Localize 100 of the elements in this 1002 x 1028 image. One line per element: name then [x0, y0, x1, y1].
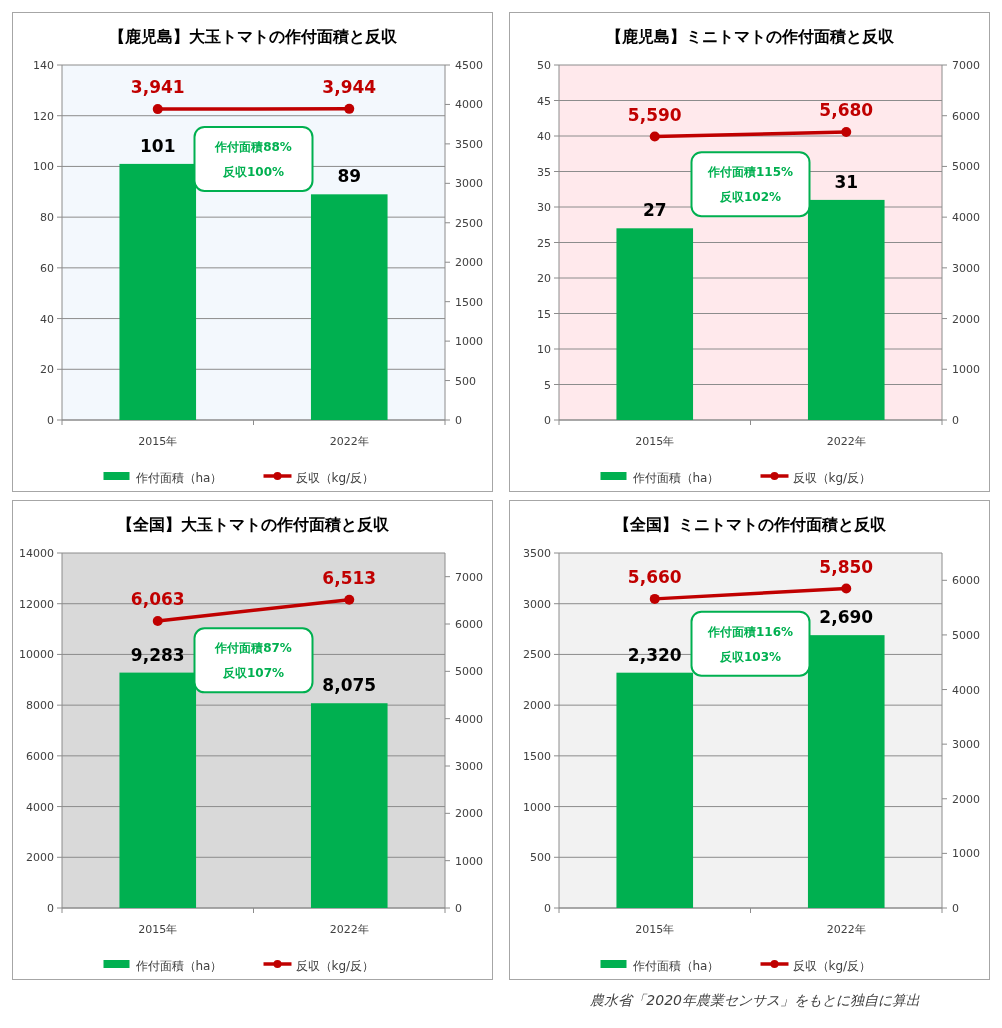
y-tick-label: 15 [537, 307, 551, 321]
y-tick-label: 100 [33, 160, 54, 174]
y-tick-label: 20 [40, 363, 54, 377]
y-tick-label: 3000 [523, 597, 551, 611]
chart-title: 【全国】ミニトマトの作付面積と反収 [613, 515, 887, 534]
y-tick-label: 120 [33, 109, 54, 123]
annotation: 反収107% [221, 666, 285, 681]
y-tick-label: 40 [40, 312, 54, 326]
y-tick-label: 25 [537, 236, 551, 250]
legend-label: 反収（kg/反） [792, 959, 872, 973]
data-label: 27 [642, 200, 667, 221]
y2-tick-label: 1500 [455, 295, 483, 309]
data-label: 5,680 [819, 99, 874, 120]
data-label: 9,283 [130, 644, 185, 665]
y2-tick-label: 3000 [952, 738, 980, 752]
data-label: 3,941 [130, 77, 185, 98]
y2-tick-label: 7000 [952, 59, 980, 72]
annotation: 反収102% [718, 190, 782, 205]
data-label: 31 [834, 171, 859, 192]
y-tick-label: 2500 [523, 648, 551, 662]
legend-label: 作付面積（ha） [134, 471, 223, 485]
y-tick-label: 30 [537, 201, 551, 214]
y2-tick-label: 2000 [952, 312, 980, 326]
x-tick-label: 2015年 [635, 435, 675, 448]
picture-callout: 作付面積88% 反収100% [193, 126, 314, 192]
data-label: 2,320 [627, 644, 682, 665]
x-tick-label: 2022年 [826, 435, 866, 448]
y2-tick-label: 4500 [455, 59, 483, 72]
y2-tick-label: 3000 [455, 760, 483, 773]
y-tick-label: 20 [537, 272, 551, 285]
y2-tick-label: 0 [952, 414, 959, 427]
y-tick-label: 0 [544, 414, 551, 427]
data-label: 2,690 [819, 607, 874, 628]
y-tick-label: 12000 [19, 597, 54, 611]
legend-label: 作付面積（ha） [631, 471, 720, 485]
x-tick-label: 2015年 [138, 923, 178, 936]
y2-tick-label: 6000 [952, 574, 980, 588]
y2-tick-label: 3000 [455, 177, 483, 191]
y-tick-label: 140 [33, 59, 54, 72]
legend-label: 作付面積（ha） [631, 959, 720, 973]
y2-tick-label: 4000 [952, 211, 980, 225]
y-tick-label: 35 [537, 165, 551, 179]
y2-tick-label: 3500 [455, 137, 483, 151]
picture-callout: 作付面積87% 反収107% [193, 627, 314, 694]
y2-tick-label: 0 [952, 902, 959, 915]
y2-tick-label: 3000 [952, 261, 980, 275]
y-tick-label: 10 [537, 343, 551, 356]
annotation: 作付面積116% [706, 624, 794, 639]
legend-label: 反収（kg/反） [792, 471, 872, 485]
annotation: 反収100% [221, 164, 285, 179]
y-tick-label: 500 [530, 851, 551, 865]
data-label: 5,850 [819, 556, 874, 577]
data-label: 6,513 [322, 567, 377, 588]
annotation: 作付面積88% [214, 139, 292, 154]
y-tick-label: 80 [40, 211, 54, 225]
data-label: 8,075 [322, 675, 377, 696]
y-tick-label: 60 [40, 261, 54, 275]
y-tick-label: 1500 [523, 749, 551, 763]
data-label: 3,944 [322, 76, 377, 97]
y2-tick-label: 4000 [455, 98, 483, 112]
data-label: 5,590 [627, 104, 682, 125]
y2-tick-label: 6000 [952, 109, 980, 123]
x-tick-label: 2022年 [826, 923, 866, 936]
y2-tick-label: 500 [455, 374, 476, 388]
x-tick-label: 2022年 [329, 923, 369, 936]
data-label: 101 [140, 135, 176, 156]
y-tick-label: 2000 [26, 851, 54, 865]
chart-title: 【鹿児島】ミニトマトの作付面積と反収 [605, 27, 895, 46]
y2-tick-label: 4000 [952, 683, 980, 697]
y-tick-label: 2000 [523, 699, 551, 713]
picture-callout: 作付面積116% 反収103% [690, 610, 811, 677]
y-tick-label: 10000 [19, 648, 54, 662]
y-tick-label: 6000 [26, 749, 54, 763]
y-tick-label: 8000 [26, 699, 54, 713]
y2-tick-label: 5000 [952, 160, 980, 174]
y2-tick-label: 2500 [455, 216, 483, 230]
y2-tick-label: 0 [455, 414, 462, 427]
y-tick-label: 0 [47, 414, 54, 427]
chart-title: 【全国】大玉トマトの作付面積と反収 [116, 515, 390, 534]
y-tick-label: 14000 [19, 547, 54, 560]
annotation: 反収103% [718, 649, 782, 664]
y2-tick-label: 6000 [455, 618, 483, 631]
data-label: 6,063 [130, 589, 185, 610]
y-tick-label: 4000 [26, 800, 54, 814]
annotation: 作付面積87% [214, 641, 292, 656]
y-tick-label: 45 [537, 94, 551, 108]
y2-tick-label: 1000 [455, 335, 483, 349]
y-tick-label: 1000 [523, 800, 551, 814]
picture-callout: 作付面積115% 反収102% [690, 151, 811, 218]
y-tick-label: 50 [537, 59, 551, 72]
y2-tick-label: 2000 [455, 807, 483, 821]
chart-title: 【鹿児島】大玉トマトの作付面積と反収 [108, 27, 398, 46]
y-tick-label: 3500 [523, 547, 551, 560]
data-label: 89 [337, 166, 362, 187]
annotation: 作付面積115% [706, 165, 794, 180]
y2-tick-label: 7000 [455, 570, 483, 584]
x-tick-label: 2022年 [329, 435, 369, 448]
y2-tick-label: 2000 [455, 256, 483, 270]
x-tick-label: 2015年 [138, 435, 178, 448]
y2-tick-label: 5000 [952, 628, 980, 642]
